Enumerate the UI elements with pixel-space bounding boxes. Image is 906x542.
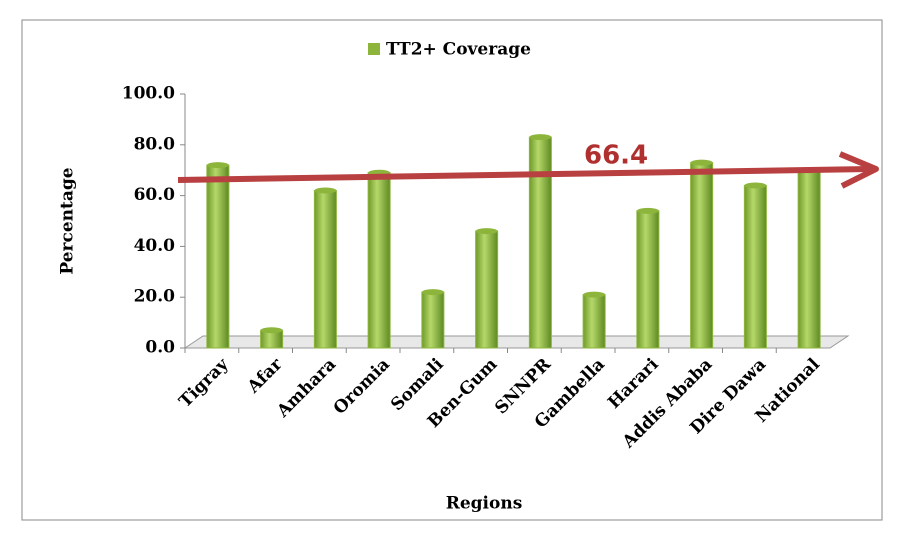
bar [690, 159, 714, 349]
annotation: 66.4 [584, 141, 648, 171]
legend-label: TT2+ Coverage [386, 40, 531, 60]
legend-swatch [368, 43, 380, 55]
y-axis-label: Percentage [58, 167, 78, 274]
bar [367, 169, 391, 349]
bar [582, 291, 606, 349]
bar [636, 207, 660, 349]
bar [475, 228, 499, 349]
bar [797, 167, 821, 349]
trend-arrow [177, 166, 871, 183]
y-tick-label: 100.0 [122, 84, 175, 104]
y-tick-label: 20.0 [134, 287, 176, 307]
y-tick-label: 0.0 [145, 338, 175, 358]
bar [313, 187, 337, 349]
y-tick-label: 60.0 [134, 185, 176, 205]
chart-frame [21, 19, 883, 521]
trend-arrow-head [838, 151, 879, 189]
bar [260, 327, 284, 349]
x-axis-label: Regions [446, 494, 523, 514]
bar [421, 289, 445, 349]
y-tick-label: 40.0 [134, 236, 176, 256]
bar [528, 134, 552, 349]
bar [206, 162, 230, 349]
y-tick-label: 80.0 [134, 134, 176, 154]
bar [743, 182, 767, 349]
